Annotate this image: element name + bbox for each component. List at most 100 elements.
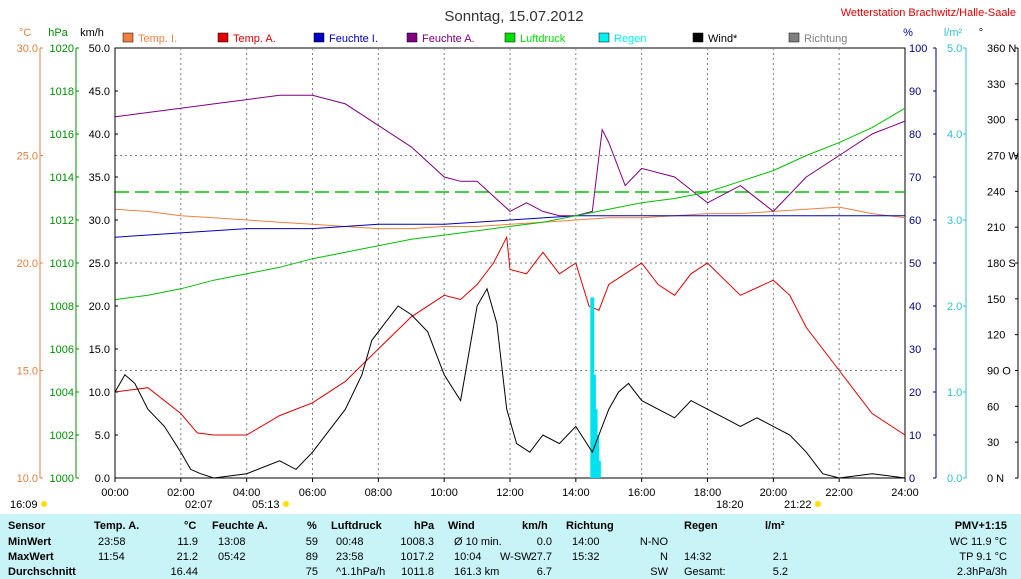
wind-tick-label: 25.0 bbox=[89, 258, 110, 270]
stats-cell-label: MaxWert bbox=[8, 551, 54, 563]
stats-cell-feuchte-time: 13:08 bbox=[218, 536, 246, 548]
stats-header-feuchte-unit: % bbox=[307, 520, 317, 532]
legend-label: Feuchte A. bbox=[422, 33, 475, 45]
direction-tick-label: 330 bbox=[987, 79, 1005, 91]
humidity-unit-label: % bbox=[903, 27, 913, 39]
legend: Temp. I. Temp. A. Feuchte I. Feuchte A. Luft… bbox=[122, 32, 847, 45]
legend-swatch bbox=[788, 32, 800, 43]
direction-tick-label: 360 N bbox=[987, 43, 1016, 55]
stats-header-luftdruck: Luftdruck bbox=[331, 520, 382, 532]
stats-cell-feuchte: 89 bbox=[305, 551, 318, 563]
stats-header-richtung: Richtung bbox=[566, 520, 614, 532]
stats-cell-temp: 21.2 bbox=[176, 551, 198, 563]
direction-tick-label: 90 O bbox=[987, 366, 1011, 378]
direction-unit-label: ° bbox=[979, 27, 983, 39]
legend-label: Luftdruck bbox=[520, 33, 566, 45]
legend-swatch bbox=[122, 32, 134, 43]
plot-area bbox=[114, 47, 906, 479]
stats-header-temp: Temp. A. bbox=[94, 520, 140, 532]
stats-cell-feuchte-time: 05:42 bbox=[218, 551, 246, 563]
legend-item: Wind* bbox=[692, 32, 738, 45]
pressure-tick-label: 1012 bbox=[50, 215, 74, 227]
rain-tick-label: 4.0 bbox=[947, 129, 962, 141]
legend-item: Luftdruck bbox=[504, 32, 566, 45]
humidity-tick-label: 0 bbox=[909, 473, 915, 485]
x-tick-label: 24:00 bbox=[891, 487, 919, 499]
stats-cell-wind-dir: W-SW bbox=[500, 551, 532, 563]
humidity-tick-label: 60 bbox=[909, 215, 921, 227]
wind-tick-label: 35.0 bbox=[89, 172, 110, 184]
rain-tick-label: 2.0 bbox=[947, 301, 962, 313]
pressure-tick-label: 1000 bbox=[50, 473, 74, 485]
stats-cell-luftdruck-time: 23:58 bbox=[336, 551, 364, 563]
wind-unit-label: km/h bbox=[80, 27, 104, 39]
wind-tick-label: 20.0 bbox=[89, 301, 110, 313]
direction-tick-label: 30 bbox=[987, 437, 999, 449]
legend-label: Temp. I. bbox=[138, 33, 177, 45]
wind-tick-label: 5.0 bbox=[95, 430, 110, 442]
x-tick-label: 20:00 bbox=[760, 487, 788, 499]
direction-tick-label: 120 bbox=[987, 330, 1005, 342]
sunset-time: 21:22 bbox=[784, 499, 812, 511]
stats-cell-luftdruck-time: 00:48 bbox=[336, 536, 364, 548]
stats-cell-luftdruck: 1017.2 bbox=[400, 551, 434, 563]
x-tick-label: 02:00 bbox=[167, 487, 195, 499]
stats-cell-temp-time: 11:54 bbox=[98, 551, 125, 563]
min-temp-time: 02:07 bbox=[185, 499, 213, 511]
legend-item: Richtung bbox=[788, 32, 847, 45]
rain-tick-label: 3.0 bbox=[947, 215, 962, 227]
stats-cell-wind-label: Ø 10 min. bbox=[454, 536, 502, 548]
rain-tick-label: 1.0 bbox=[947, 387, 962, 399]
pressure-tick-label: 1018 bbox=[50, 86, 74, 98]
x-tick-label: 06:00 bbox=[299, 487, 327, 499]
wind-tick-label: 10.0 bbox=[89, 387, 110, 399]
stats-header-luftdruck-unit: hPa bbox=[414, 520, 435, 532]
wind-tick-label: 50.0 bbox=[89, 43, 110, 55]
max-temp-time: 18:20 bbox=[716, 499, 744, 511]
stats-cell-luftdruck-time: ^1.1hPa/h bbox=[336, 566, 386, 578]
stats-cell-regen-time: Gesamt: bbox=[684, 566, 726, 578]
x-tick-label: 14:00 bbox=[562, 487, 590, 499]
direction-tick-label: 300 bbox=[987, 115, 1005, 127]
stats-cell-luftdruck: 1008.3 bbox=[400, 536, 434, 548]
series-luftdruck-line bbox=[114, 107, 906, 301]
stats-cell-luftdruck: 1011.8 bbox=[401, 566, 434, 578]
legend-label: Feuchte I. bbox=[329, 33, 378, 45]
direction-tick-label: 180 S bbox=[987, 258, 1016, 270]
series-wind-line bbox=[114, 287, 906, 479]
x-tick-label: 22:00 bbox=[825, 487, 853, 499]
stats-cell-regen: 5.2 bbox=[772, 566, 788, 578]
wind-tick-label: 15.0 bbox=[89, 344, 110, 356]
legend-item: Feuchte I. bbox=[313, 32, 378, 45]
stats-header-sensor: Sensor bbox=[8, 520, 46, 532]
series-regen-bar bbox=[596, 460, 601, 478]
direction-tick-label: 150 bbox=[987, 294, 1005, 306]
stats-cell-richtung: SW bbox=[650, 566, 668, 578]
x-tick-label: 04:00 bbox=[233, 487, 261, 499]
legend-swatch bbox=[217, 32, 229, 43]
stats-cell-pmv: 2.3hPa/3h bbox=[956, 566, 1007, 578]
stats-cell-temp: 16.44 bbox=[170, 566, 198, 578]
sunrise-icon bbox=[283, 501, 289, 507]
humidity-tick-label: 90 bbox=[909, 86, 921, 98]
pressure-tick-label: 1014 bbox=[50, 172, 74, 184]
stats-header-temp-unit: °C bbox=[184, 520, 197, 532]
temp-tick-label: 10.0 bbox=[17, 473, 38, 485]
stats-cell-richtung-time: 15:32 bbox=[572, 551, 600, 563]
stats-cell-wind: 0.0 bbox=[536, 536, 552, 548]
legend-item: Temp. I. bbox=[122, 32, 177, 45]
stats-cell-regen-time: 14:32 bbox=[684, 551, 712, 563]
direction-tick-label: 270 W bbox=[987, 151, 1019, 163]
stats-header-feuchte: Feuchte A. bbox=[212, 520, 268, 532]
x-tick-label: 08:00 bbox=[365, 487, 393, 499]
legend-swatch bbox=[598, 32, 610, 43]
rain-tick-label: 5.0 bbox=[947, 43, 962, 55]
x-tick-label: 00:00 bbox=[101, 487, 129, 499]
humidity-tick-label: 80 bbox=[909, 129, 921, 141]
stats-cell-wind: 6.7 bbox=[536, 566, 552, 578]
legend-swatch bbox=[313, 32, 325, 43]
series-feuchte-i-line bbox=[114, 215, 905, 238]
stats-header-pmv: PMV+1:15 bbox=[954, 520, 1007, 532]
axes: 00:00 02:00 04:00 06:00 08:00 10:00 12:00 14:00… bbox=[17, 43, 1020, 499]
temp-tick-label: 25.0 bbox=[17, 151, 38, 163]
